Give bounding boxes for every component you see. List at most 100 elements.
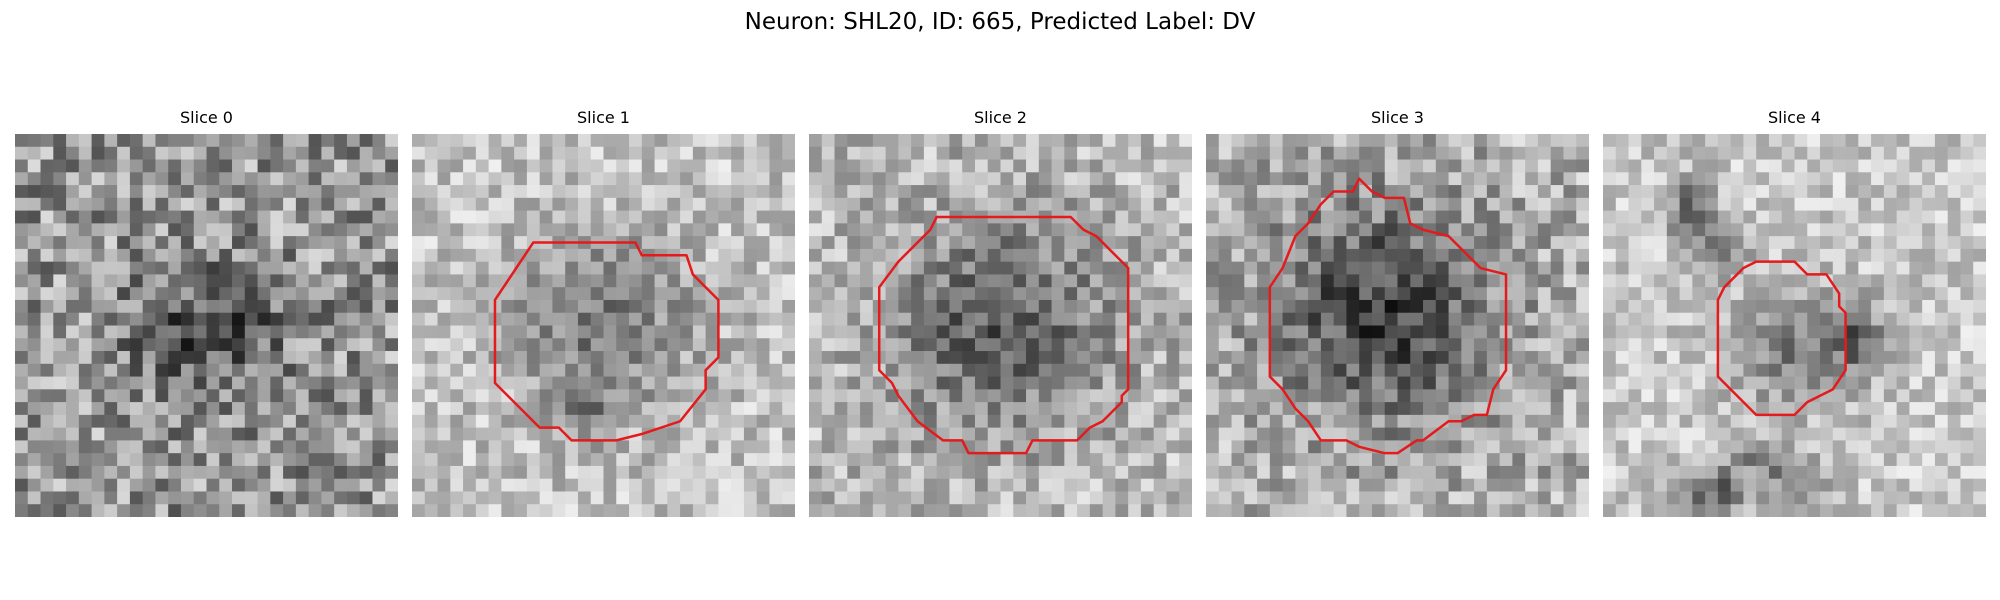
- image-pixel: [1654, 134, 1668, 148]
- image-pixel: [1756, 159, 1770, 173]
- image-pixel: [1730, 414, 1745, 429]
- image-pixel: [1883, 402, 1898, 416]
- image-pixel: [1934, 159, 1949, 173]
- image-pixel: [667, 172, 681, 186]
- image-pixel: [1448, 146, 1462, 161]
- image-pixel: [565, 465, 579, 480]
- image-pixel: [1218, 312, 1233, 327]
- image-pixel: [1512, 248, 1526, 263]
- image-pixel: [885, 465, 899, 480]
- image-pixel: [193, 197, 208, 212]
- image-pixel: [514, 465, 528, 480]
- image-pixel: [1768, 465, 1783, 480]
- image-pixel: [872, 478, 887, 493]
- image-pixel: [1537, 504, 1552, 517]
- image-pixel: [1883, 159, 1898, 173]
- image-pixel: [1820, 491, 1834, 505]
- image-pixel: [1845, 504, 1859, 517]
- image-pixel: [629, 299, 643, 314]
- image-pixel: [809, 478, 823, 493]
- image-pixel: [219, 134, 233, 148]
- image-pixel: [834, 427, 848, 441]
- image-pixel: [911, 159, 925, 173]
- image-pixel: [155, 325, 169, 339]
- image-pixel: [911, 440, 925, 454]
- image-pixel: [962, 236, 976, 250]
- image-pixel: [872, 159, 887, 173]
- image-pixel: [1128, 402, 1142, 416]
- image-pixel: [424, 478, 439, 493]
- image-pixel: [117, 197, 131, 212]
- image-pixel: [117, 478, 131, 493]
- image-pixel: [782, 287, 795, 301]
- image-pixel: [565, 197, 579, 212]
- image-pixel: [898, 172, 912, 186]
- image-pixel: [1934, 299, 1949, 314]
- image-pixel: [1244, 414, 1258, 429]
- image-pixel: [1641, 376, 1655, 390]
- image-pixel: [424, 261, 439, 276]
- image-pixel: [936, 185, 951, 199]
- image-pixel: [475, 389, 490, 403]
- image-pixel: [782, 504, 795, 517]
- image-pixel: [552, 465, 566, 480]
- image-pixel: [1013, 389, 1027, 403]
- image-pixel: [1371, 312, 1386, 327]
- image-pixel: [1820, 261, 1834, 276]
- image-pixel: [1128, 146, 1142, 161]
- image-pixel: [1295, 274, 1309, 288]
- image-pixel: [821, 363, 836, 378]
- image-pixel: [1257, 440, 1271, 454]
- image-pixel: [1743, 287, 1757, 301]
- image-pixel: [1666, 185, 1681, 199]
- image-pixel: [743, 248, 758, 263]
- image-pixel: [743, 261, 758, 276]
- image-pixel: [1179, 236, 1192, 250]
- image-pixel: [949, 478, 963, 493]
- slice-image: [1206, 134, 1589, 517]
- image-pixel: [1140, 402, 1155, 416]
- image-pixel: [168, 274, 182, 288]
- image-pixel: [1871, 338, 1885, 352]
- image-pixel: [1038, 134, 1053, 148]
- image-pixel: [1922, 414, 1936, 429]
- image-pixel: [1794, 325, 1808, 339]
- image-pixel: [1179, 299, 1192, 314]
- image-pixel: [1218, 376, 1233, 390]
- image-pixel: [1320, 236, 1335, 250]
- image-pixel: [1909, 363, 1923, 378]
- image-pixel: [1730, 351, 1745, 365]
- image-pixel: [334, 504, 348, 517]
- image-pixel: [424, 427, 439, 441]
- image-pixel: [1140, 134, 1155, 148]
- image-pixel: [334, 274, 348, 288]
- image-pixel: [1231, 491, 1245, 505]
- image-pixel: [1537, 351, 1552, 365]
- image-pixel: [1896, 261, 1910, 276]
- image-pixel: [1550, 274, 1565, 288]
- image-pixel: [590, 146, 605, 161]
- image-pixel: [129, 210, 144, 224]
- image-pixel: [860, 351, 874, 365]
- image-pixel: [911, 402, 925, 416]
- image-pixel: [346, 185, 361, 199]
- image-pixel: [756, 427, 771, 441]
- image-pixel: [257, 210, 271, 224]
- image-pixel: [155, 223, 169, 237]
- image-pixel: [257, 172, 271, 186]
- image-pixel: [1064, 248, 1078, 263]
- image-pixel: [1435, 389, 1450, 403]
- image-pixel: [987, 223, 1002, 237]
- image-pixel: [1474, 210, 1488, 224]
- image-pixel: [206, 185, 220, 199]
- image-pixel: [53, 325, 67, 339]
- image-pixel: [1000, 312, 1014, 327]
- image-pixel: [1794, 172, 1808, 186]
- image-pixel: [603, 427, 617, 441]
- image-pixel: [1512, 325, 1526, 339]
- image-pixel: [565, 223, 579, 237]
- image-pixel: [756, 134, 771, 148]
- image-pixel: [654, 185, 668, 199]
- image-pixel: [1947, 376, 1962, 390]
- image-pixel: [1244, 478, 1258, 493]
